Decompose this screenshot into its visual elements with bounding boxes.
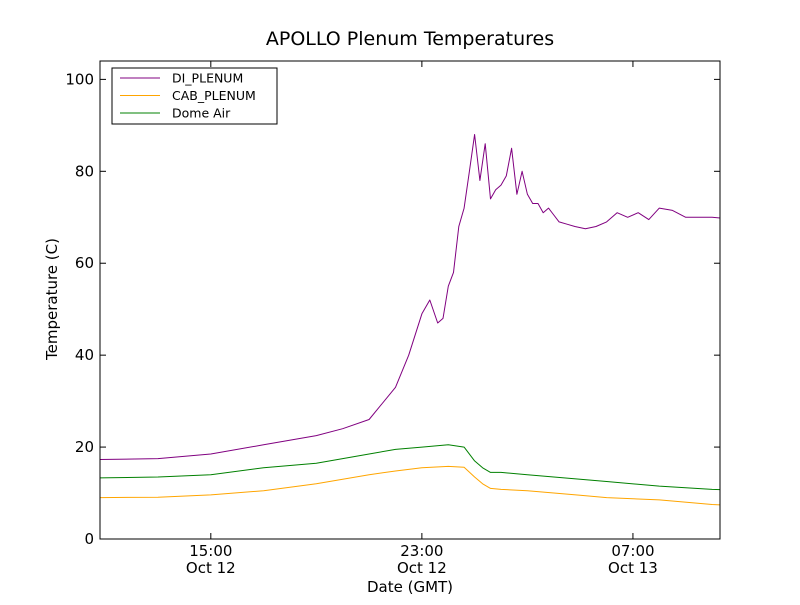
legend-label-di-plenum: DI_PLENUM <box>172 71 243 86</box>
legend-label-cab-plenum: CAB_PLENUM <box>172 88 256 103</box>
x-tick-label-date: Oct 12 <box>186 559 236 577</box>
x-tick-label-date: Oct 12 <box>397 559 447 577</box>
x-tick-label-time: 15:00 <box>189 542 232 560</box>
y-tick-label: 80 <box>75 162 94 180</box>
y-tick-label: 60 <box>75 254 94 272</box>
series-line-dome-air <box>100 444 720 491</box>
y-tick-label: 20 <box>75 438 94 456</box>
legend: DI_PLENUM CAB_PLENUM Dome Air <box>111 67 278 125</box>
x-axis-label: Date (GMT) <box>367 578 453 596</box>
legend-label-dome-air: Dome Air <box>172 106 231 121</box>
y-tick-label: 100 <box>65 70 94 88</box>
y-axis-label: Temperature (C) <box>43 238 61 361</box>
y-tick-label: 0 <box>84 530 94 548</box>
x-tick-label-time: 07:00 <box>611 542 654 560</box>
chart-title: APOLLO Plenum Temperatures <box>266 28 554 50</box>
legend-box <box>111 67 278 125</box>
x-tick-label-time: 23:00 <box>400 542 443 560</box>
x-tick-label-date: Oct 13 <box>608 559 658 577</box>
y-tick-label: 40 <box>75 346 94 364</box>
plot-frame <box>99 60 721 540</box>
series-group <box>100 134 720 506</box>
series-line-di-plenum <box>100 134 720 460</box>
series-line-cab-plenum <box>100 465 720 506</box>
